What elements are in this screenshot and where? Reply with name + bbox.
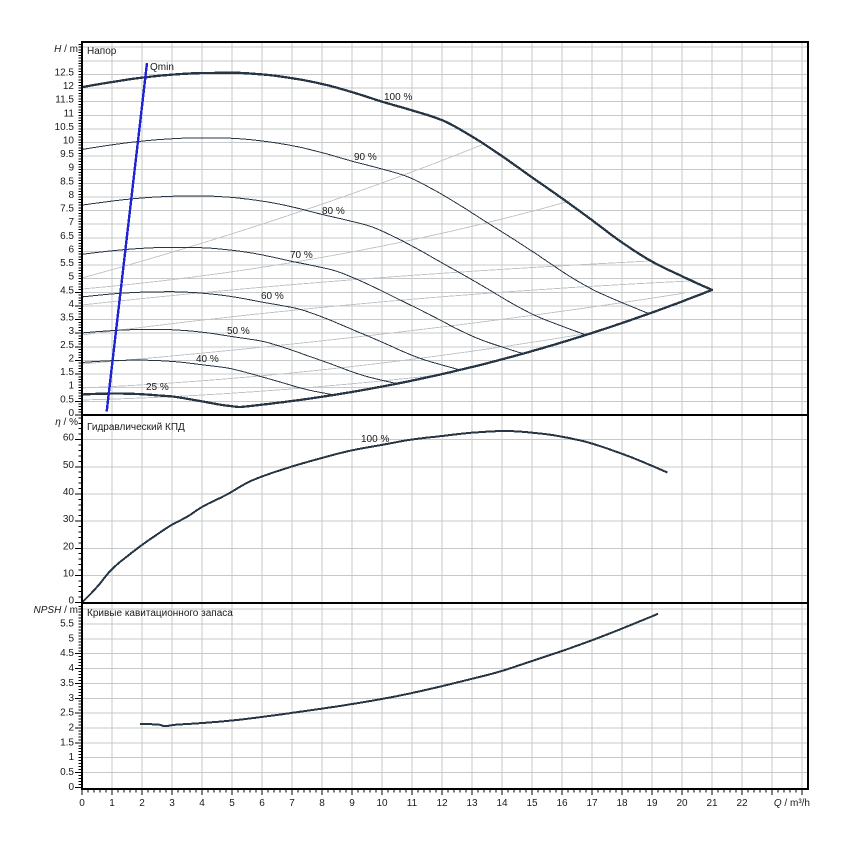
svg-text:16: 16 [556, 798, 568, 809]
svg-text:7: 7 [68, 217, 74, 228]
svg-text:7: 7 [289, 798, 295, 809]
svg-text:60: 60 [63, 433, 75, 444]
svg-text:12: 12 [63, 81, 75, 92]
svg-text:0.5: 0.5 [60, 767, 74, 778]
svg-text:50: 50 [63, 460, 75, 471]
svg-text:3: 3 [68, 693, 74, 704]
svg-text:4: 4 [68, 299, 74, 310]
svg-text:4.5: 4.5 [60, 285, 74, 296]
svg-text:11: 11 [407, 798, 418, 809]
svg-text:2: 2 [68, 353, 74, 364]
svg-text:17: 17 [586, 798, 598, 809]
svg-text:100 %: 100 % [361, 434, 389, 445]
svg-text:13: 13 [466, 798, 478, 809]
svg-text:H / m: H / m [54, 44, 78, 55]
svg-text:0: 0 [68, 596, 74, 607]
svg-text:11.5: 11.5 [55, 95, 74, 106]
svg-text:30: 30 [63, 514, 75, 525]
svg-text:3: 3 [68, 326, 74, 337]
svg-text:4: 4 [199, 798, 205, 809]
svg-text:8.5: 8.5 [60, 176, 74, 187]
svg-text:Qmin: Qmin [150, 62, 174, 73]
svg-text:12.5: 12.5 [55, 67, 75, 78]
svg-text:1: 1 [68, 752, 74, 763]
svg-text:3.5: 3.5 [60, 678, 74, 689]
svg-text:5: 5 [229, 798, 235, 809]
svg-text:0: 0 [68, 408, 74, 419]
svg-text:1.5: 1.5 [60, 737, 74, 748]
svg-text:7.5: 7.5 [60, 204, 74, 215]
svg-text:12: 12 [436, 798, 448, 809]
svg-text:5: 5 [68, 633, 74, 644]
svg-text:Гидравлический КПД: Гидравлический КПД [87, 422, 185, 433]
svg-text:8: 8 [319, 798, 325, 809]
svg-text:5.5: 5.5 [60, 619, 74, 630]
svg-text:19: 19 [646, 798, 658, 809]
svg-text:40 %: 40 % [196, 354, 219, 365]
svg-text:21: 21 [706, 798, 718, 809]
svg-text:4.5: 4.5 [60, 648, 74, 659]
svg-text:Q / m³/h: Q / m³/h [774, 798, 810, 809]
svg-text:1: 1 [109, 798, 115, 809]
svg-text:η / %: η / % [55, 417, 78, 428]
svg-text:10: 10 [376, 798, 388, 809]
svg-text:9: 9 [349, 798, 355, 809]
svg-text:8: 8 [68, 190, 74, 201]
svg-text:6: 6 [68, 245, 74, 256]
svg-text:11: 11 [64, 108, 75, 119]
svg-text:90 %: 90 % [354, 152, 377, 163]
svg-text:10.5: 10.5 [55, 122, 75, 133]
svg-text:6: 6 [259, 798, 265, 809]
svg-text:5.5: 5.5 [60, 258, 74, 269]
svg-text:25 %: 25 % [146, 382, 169, 393]
svg-text:18: 18 [616, 798, 628, 809]
svg-text:10: 10 [63, 568, 75, 579]
svg-text:Напор: Напор [87, 46, 117, 57]
svg-text:1: 1 [68, 381, 74, 392]
svg-text:70 %: 70 % [290, 250, 313, 261]
svg-text:2: 2 [139, 798, 145, 809]
svg-text:2: 2 [68, 722, 74, 733]
svg-text:20: 20 [63, 541, 75, 552]
svg-text:0.5: 0.5 [60, 394, 74, 405]
svg-text:9.5: 9.5 [60, 149, 74, 160]
svg-text:50 %: 50 % [227, 326, 250, 337]
svg-text:22: 22 [736, 798, 748, 809]
svg-text:5: 5 [68, 272, 74, 283]
svg-text:Кривые кавитационного запаса: Кривые кавитационного запаса [87, 608, 233, 619]
svg-text:3: 3 [169, 798, 175, 809]
svg-text:2.5: 2.5 [60, 708, 74, 719]
svg-text:80 %: 80 % [322, 206, 345, 217]
svg-text:4: 4 [68, 663, 74, 674]
svg-text:60 %: 60 % [261, 291, 284, 302]
svg-text:14: 14 [496, 798, 508, 809]
svg-text:NPSH / m: NPSH / m [34, 605, 78, 616]
svg-text:10: 10 [63, 136, 75, 147]
svg-text:40: 40 [63, 487, 75, 498]
svg-text:0: 0 [79, 798, 85, 809]
svg-text:20: 20 [676, 798, 688, 809]
svg-text:2.5: 2.5 [60, 340, 74, 351]
svg-text:15: 15 [526, 798, 538, 809]
svg-text:9: 9 [68, 163, 74, 174]
svg-text:6.5: 6.5 [60, 231, 74, 242]
svg-text:0: 0 [68, 782, 74, 793]
svg-text:3.5: 3.5 [60, 313, 74, 324]
svg-text:100 %: 100 % [384, 92, 412, 103]
svg-text:1.5: 1.5 [60, 367, 74, 378]
